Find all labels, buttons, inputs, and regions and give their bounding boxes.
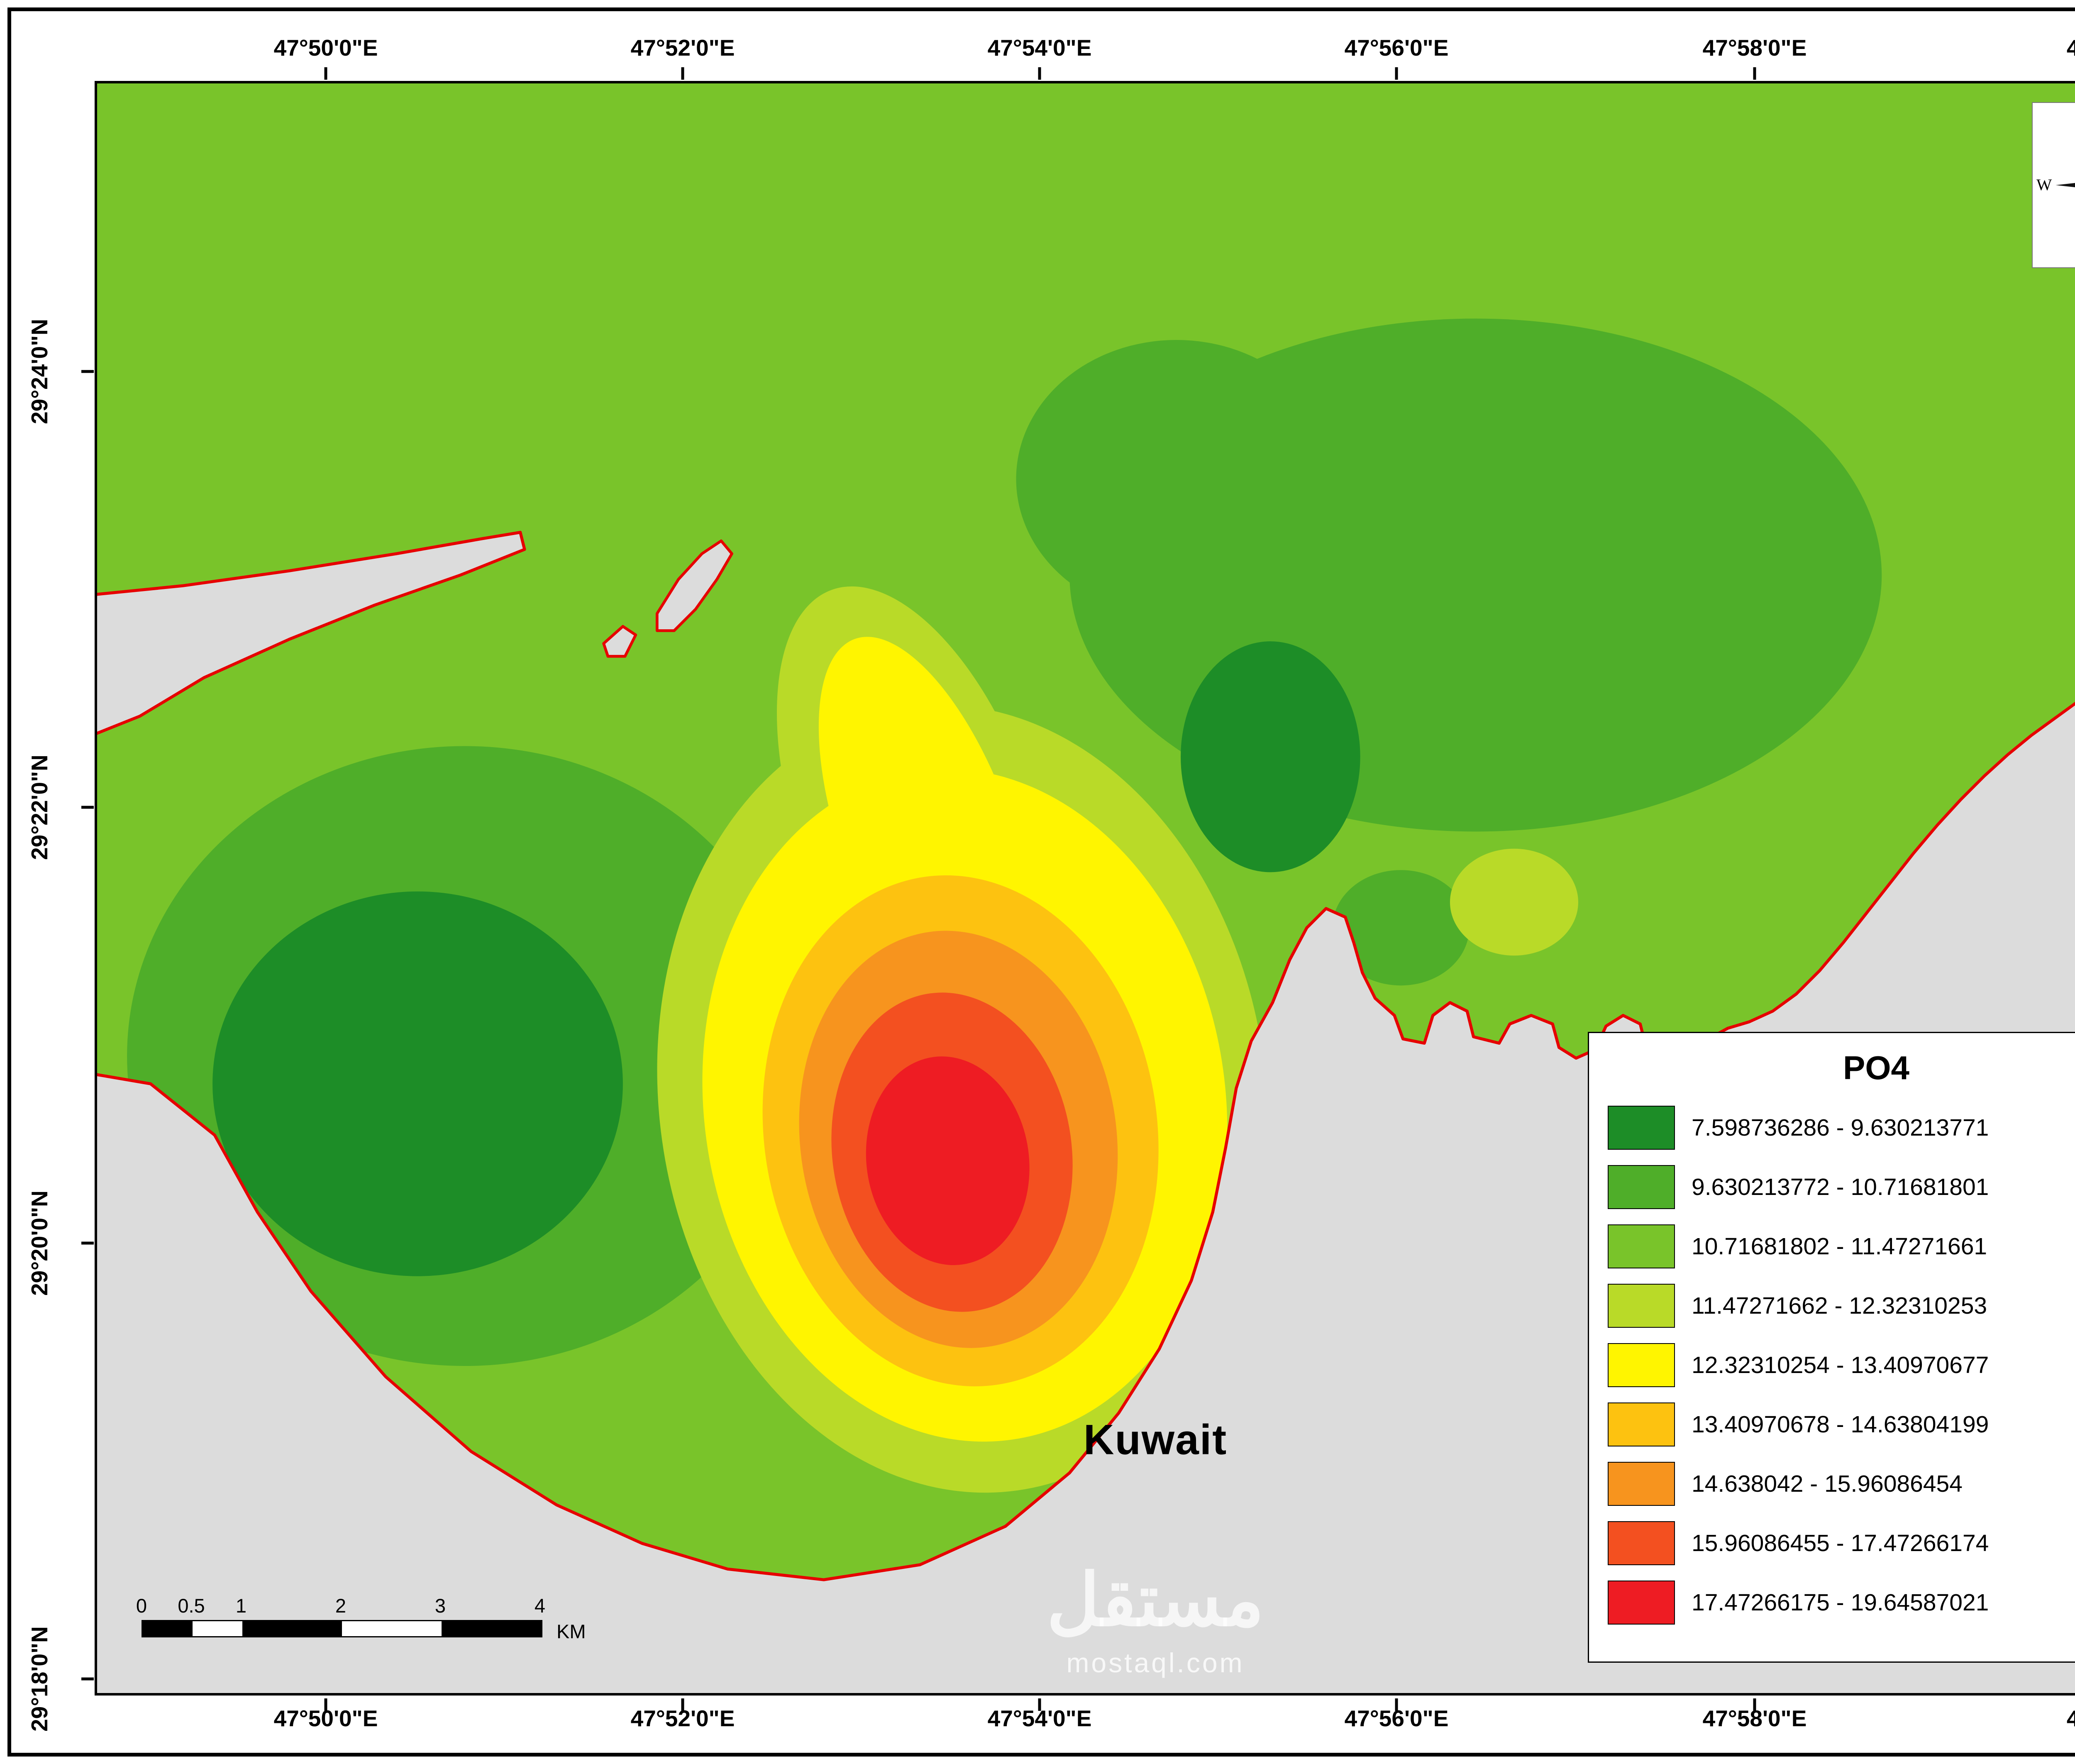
tick-mark [1395,67,1398,80]
legend-class-label: 13.40970678 - 14.63804199 [1692,1411,1989,1438]
landmass-north-spit [97,530,526,735]
tick-mark [1753,1698,1756,1711]
raster-zone-class1-west [212,891,623,1276]
raster-patch-class4-east [1450,848,1578,956]
tick-mark [1038,1698,1041,1711]
legend-swatch [1608,1521,1675,1565]
map-canvas: Kuwait مستقل mostaql.com 0 0.5 1 2 3 4 K… [95,81,2075,1696]
island-large [655,539,733,632]
scale-segment [143,1621,193,1636]
scale-number: 2 [335,1595,347,1617]
legend-swatch [1608,1580,1675,1625]
scale-bar-segments [142,1620,542,1637]
compass-needle-ew [2055,183,2075,188]
tick-mark [1753,67,1756,80]
scale-number: 3 [435,1595,446,1617]
legend-row: 17.47266175 - 19.64587021 [1608,1573,2075,1632]
lon-label-top: 47°52'0"E [630,35,735,61]
scale-bar: 0 0.5 1 2 3 4 KM [136,1594,660,1644]
scale-segment [193,1621,242,1636]
landmass-kuwait [97,701,2075,1693]
watermark-url: mostaql.com [1066,1647,1245,1678]
legend-class-label: 9.630213772 - 10.71681801 [1692,1173,1989,1200]
compass-rose: N S W E [2032,102,2075,268]
tick-mark [81,370,94,373]
scale-number: 0 [136,1595,147,1617]
scale-segment [442,1621,541,1636]
legend-swatch [1608,1224,1675,1268]
legend-class-label: 10.71681802 - 11.47271661 [1692,1233,1987,1260]
legend-swatch [1608,1283,1675,1328]
legend-class-label: 17.47266175 - 19.64587021 [1692,1589,1989,1616]
raster-zone-class1-center [1181,641,1360,872]
lat-label-left: 29°22'0"N [27,755,52,860]
legend-row: 10.71681802 - 11.47271661 [1608,1217,2075,1276]
tick-mark [681,67,684,80]
legend-title: PO4 [1843,1049,1910,1086]
legend-row: 7.598736286 - 9.630213771 [1608,1098,2075,1157]
legend-swatch [1608,1105,1675,1150]
legend-panel: PO4 7.598736286 - 9.630213771 9.63021377… [1588,1032,2075,1663]
legend-class-label: 15.96086455 - 17.47266174 [1692,1529,1989,1556]
scale-segment [342,1621,442,1636]
legend-swatch [1608,1165,1675,1209]
legend-class-label: 12.32310254 - 13.40970677 [1692,1351,1989,1378]
island-small [602,625,637,658]
tick-mark [81,1241,94,1245]
tick-mark [1038,67,1041,80]
tick-mark [324,1698,327,1711]
scale-unit-label: KM [557,1620,586,1642]
lat-label-left: 29°20'0"N [27,1190,52,1296]
tick-mark [1395,1698,1398,1711]
lon-label-top: 47°50'0"E [273,35,378,61]
legend-row: 9.630213772 - 10.71681801 [1608,1157,2075,1217]
legend-class-label: 14.638042 - 15.96086454 [1692,1470,1963,1497]
legend-swatch [1608,1343,1675,1387]
raster-map [97,83,2075,1693]
watermark-arabic: مستقل [1047,1560,1264,1641]
legend-swatch [1608,1461,1675,1506]
raster-zone-class2-coastal [1332,870,1470,986]
compass-west-label: W [2036,176,2052,194]
legend-row: 14.638042 - 15.96086454 [1608,1454,2075,1513]
tick-mark [681,1698,684,1711]
lon-label-top: 48°0'0"E [2066,35,2075,61]
legend-swatch [1608,1402,1675,1446]
lon-label-top: 47°56'0"E [1344,35,1449,61]
legend-row: 11.47271662 - 12.32310253 [1608,1276,2075,1335]
lon-label-bottom: 48°0'0"E [2066,1705,2075,1731]
tick-mark [81,806,94,809]
lat-label-left: 29°24'0"N [27,319,52,424]
lat-label-left: 29°18'0"N [27,1626,52,1732]
country-label: Kuwait [1083,1416,1228,1463]
lon-label-top: 47°58'0"E [1702,35,1807,61]
legend-row: 13.40970678 - 14.63804199 [1608,1395,2075,1454]
lon-label-top: 47°54'0"E [987,35,1092,61]
raster-zone-class2-northeast-lobe [1016,340,1337,618]
scale-number: 0.5 [178,1595,205,1617]
compass-icon: N S W E [2036,176,2075,194]
scale-number: 4 [534,1595,546,1617]
legend-row: 15.96086455 - 17.47266174 [1608,1513,2075,1573]
tick-mark [324,67,327,80]
legend-class-label: 7.598736286 - 9.630213771 [1692,1114,1989,1141]
scale-segment [242,1621,342,1636]
legend-class-label: 11.47271662 - 12.32310253 [1692,1292,1987,1319]
tick-mark [81,1677,94,1681]
scale-number: 1 [235,1595,247,1617]
legend-row: 12.32310254 - 13.40970677 [1608,1335,2075,1395]
raster-ring-class9-hotspot [866,1056,1030,1266]
